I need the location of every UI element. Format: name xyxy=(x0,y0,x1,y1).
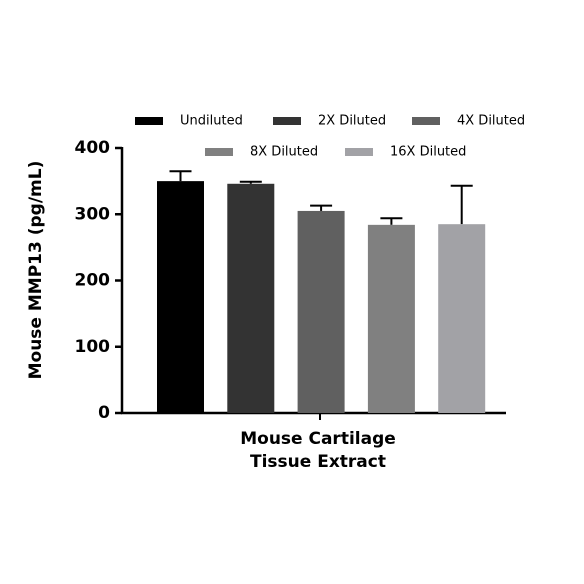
legend-swatch xyxy=(412,117,440,125)
legend-swatch xyxy=(345,148,373,156)
x-axis-label: Tissue Extract xyxy=(250,452,386,472)
y-tick-label: 300 xyxy=(75,204,111,224)
bar xyxy=(227,183,275,413)
bar xyxy=(297,210,345,413)
y-tick-label: 0 xyxy=(98,403,110,423)
y-tick-label: 400 xyxy=(75,138,111,158)
legend-label: 16X Diluted xyxy=(390,145,466,160)
legend-label: 8X Diluted xyxy=(250,145,318,160)
legend-label: 2X Diluted xyxy=(318,114,386,129)
y-tick-label: 200 xyxy=(75,271,111,291)
bar xyxy=(367,224,415,413)
bar xyxy=(157,181,204,413)
y-tick-label: 100 xyxy=(75,337,111,357)
legend-label: Undiluted xyxy=(180,114,243,129)
bar xyxy=(438,224,486,413)
y-axis-label: Mouse MMP13 (pg/mL) xyxy=(26,161,46,380)
legend-label: 4X Diluted xyxy=(457,114,525,129)
legend-swatch xyxy=(135,117,163,125)
x-axis-label: Mouse Cartilage xyxy=(240,429,396,449)
legend-swatch xyxy=(205,148,233,156)
legend-swatch xyxy=(273,117,301,125)
